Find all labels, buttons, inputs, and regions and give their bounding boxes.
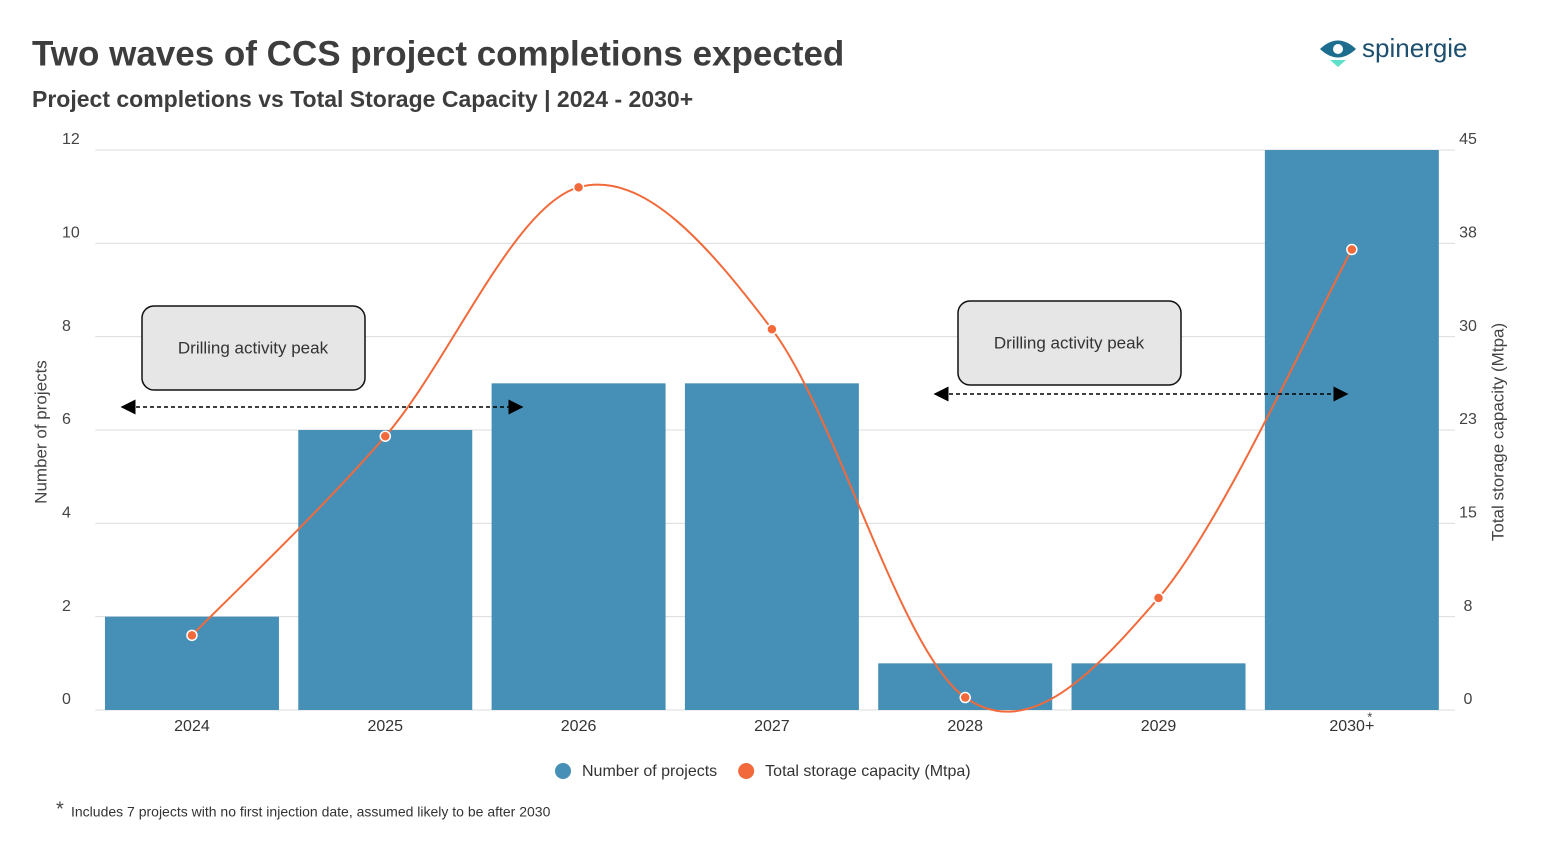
x-tick-label: 2026 bbox=[561, 718, 597, 735]
line-point bbox=[766, 323, 778, 335]
bar bbox=[1264, 150, 1439, 710]
line-layer bbox=[186, 181, 1358, 713]
x-tick-label: 2024 bbox=[174, 718, 210, 735]
logo-pupil bbox=[1333, 44, 1343, 54]
bar bbox=[491, 383, 666, 710]
legend-swatch bbox=[738, 763, 755, 779]
legend-label: Total storage capacity (Mtpa) bbox=[765, 763, 970, 780]
y-tick-label: 8 bbox=[62, 318, 71, 335]
x-tick-label: 2025 bbox=[367, 718, 403, 735]
line-point bbox=[1346, 243, 1358, 256]
annotation-1: Drilling activity peak bbox=[120, 305, 524, 415]
x-tick-label: 2028 bbox=[947, 718, 983, 735]
line-point bbox=[1152, 592, 1165, 604]
line-point bbox=[572, 181, 585, 194]
y2-tick-label: 0 bbox=[1464, 691, 1473, 708]
annotation-text: Drilling activity peak bbox=[178, 338, 329, 357]
chart-title: Two waves of CCS project completions exp… bbox=[32, 34, 844, 73]
y2-tick-label: 15 bbox=[1459, 505, 1477, 522]
y-axis-label: Number of projects bbox=[31, 360, 50, 504]
x-tick-label: 2029 bbox=[1141, 718, 1177, 735]
annotation-box bbox=[957, 300, 1182, 386]
logo: spinergie bbox=[1320, 33, 1468, 67]
y2-axis-label: Total storage capacity (Mtpa) bbox=[1488, 323, 1507, 541]
bar bbox=[1071, 663, 1246, 710]
annotation-2: Drilling activity peak bbox=[933, 300, 1349, 402]
annotation-box bbox=[141, 305, 366, 391]
y-tick-label: 0 bbox=[62, 691, 71, 708]
y2-tick-label: 8 bbox=[1464, 598, 1473, 615]
y-tick-label: 4 bbox=[62, 505, 71, 522]
bar bbox=[298, 430, 473, 710]
line-point bbox=[379, 430, 392, 442]
y2-tick-label: 30 bbox=[1459, 318, 1477, 335]
y-tick-label: 12 bbox=[62, 131, 80, 148]
bar bbox=[684, 383, 859, 710]
x-tick-label: 2030+ bbox=[1329, 718, 1374, 735]
y2-tick-label: 23 bbox=[1459, 411, 1477, 428]
line-point bbox=[959, 691, 971, 704]
logo-accent bbox=[1330, 60, 1346, 67]
x-tick-marker: * bbox=[1367, 709, 1372, 724]
logo-text: spinergie bbox=[1362, 33, 1468, 63]
y-tick-label: 2 bbox=[62, 598, 71, 615]
annotation-text: Drilling activity peak bbox=[994, 333, 1145, 352]
y-tick-label: 10 bbox=[62, 225, 80, 242]
line-point bbox=[186, 629, 198, 642]
y2-tick-label: 45 bbox=[1459, 131, 1477, 148]
y-tick-label: 6 bbox=[62, 411, 71, 428]
line bbox=[191, 183, 1353, 713]
footnote-marker: * bbox=[56, 798, 64, 820]
x-tick-label: 2027 bbox=[754, 718, 790, 735]
legend-label: Number of projects bbox=[582, 763, 717, 780]
footnote: Includes 7 projects with no first inject… bbox=[71, 804, 551, 820]
legend: Number of projects Total storage capacity… bbox=[555, 763, 971, 780]
y2-tick-label: 38 bbox=[1459, 225, 1477, 242]
legend-swatch bbox=[555, 763, 571, 779]
chart-subtitle: Project completions vs Total Storage Cap… bbox=[32, 86, 693, 112]
